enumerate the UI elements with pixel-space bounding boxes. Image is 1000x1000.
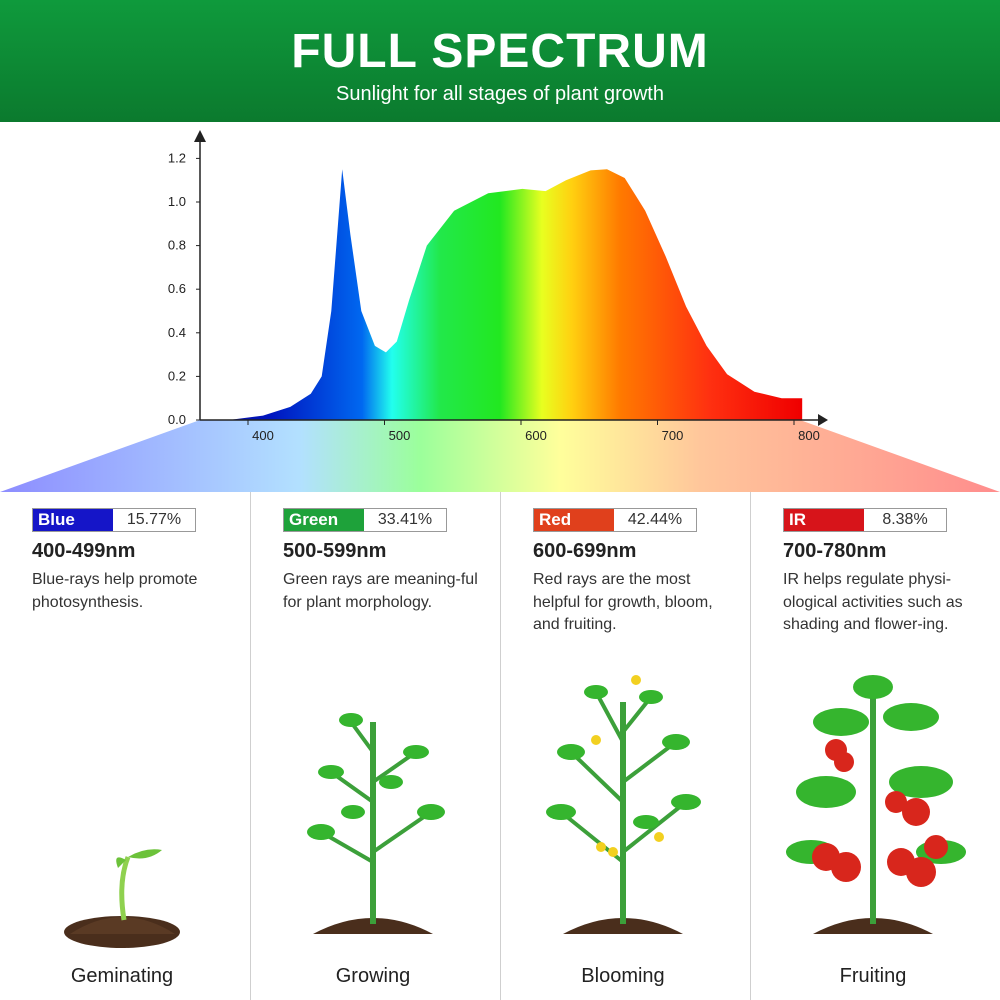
band-percent: 15.77%	[126, 511, 182, 528]
band-column-red: Red 42.44% 600-699nm Red rays are the mos…	[500, 492, 750, 1000]
x-tick-label: 400	[252, 428, 274, 443]
band-description: IR helps regulate physi-ological activit…	[783, 571, 963, 633]
header-banner: FULL SPECTRUM Sunlight for all stages of…	[0, 0, 1000, 122]
plant-fruiting-illustration	[786, 675, 966, 934]
band-column-blue: Blue 15.77% 400-499nm Blue-rays help prom…	[0, 492, 250, 1000]
x-tick-label: 500	[389, 428, 411, 443]
growth-stage-label: Growing	[335, 965, 411, 987]
plant-geminating-illustration	[64, 849, 180, 948]
y-tick-label: 0.6	[168, 281, 186, 296]
band-column-ir: IR 8.38% 700-780nm IR helps regulate phys…	[750, 492, 1000, 1000]
growth-stage-label: Geminating	[70, 965, 174, 987]
band-percent: 8.38%	[882, 511, 928, 528]
y-tick-label: 0.4	[168, 325, 186, 340]
x-tick-label: 800	[798, 428, 820, 443]
y-tick-label: 0.8	[168, 238, 186, 253]
page-subtitle: Sunlight for all stages of plant growth	[336, 83, 664, 105]
y-tick-label: 1.0	[168, 194, 186, 209]
band-name: Blue	[33, 509, 113, 531]
band-badge: Red 42.44%	[533, 508, 697, 532]
spectrum-area	[228, 169, 803, 420]
band-description: Blue-rays help promote photosynthesis.	[32, 571, 198, 611]
y-axis-arrow-icon	[194, 130, 206, 142]
spectrum-chart: 400 500 600 700 800 0.0 0.2 0.4 0.6 0.8 1.0 1.2	[0, 130, 1000, 492]
spectrum-fan	[0, 420, 1000, 492]
band-name: IR	[784, 509, 864, 531]
y-tick-label: 0.0	[168, 412, 186, 427]
growth-stage-label: Fruiting	[839, 965, 907, 987]
band-name: Red	[534, 509, 614, 531]
band-badge: IR 8.38%	[783, 508, 947, 532]
page-title: FULL SPECTRUM	[291, 25, 709, 78]
x-axis-arrow-icon	[818, 414, 828, 426]
plant-growing-illustration	[307, 713, 445, 934]
band-description: Red rays are the most helpful for growth…	[533, 571, 713, 633]
band-range: 500-599nm	[283, 540, 387, 562]
band-percent: 33.41%	[377, 511, 433, 528]
band-percent: 42.44%	[627, 511, 683, 528]
y-tick-label: 0.2	[168, 368, 186, 383]
x-tick-label: 700	[662, 428, 684, 443]
band-name: Green	[284, 509, 364, 531]
x-tick-label: 600	[525, 428, 547, 443]
band-range: 700-780nm	[783, 540, 887, 562]
band-description: Green rays are meaning-ful for plant mor…	[283, 571, 478, 611]
y-tick-label: 1.2	[168, 150, 186, 165]
band-range: 400-499nm	[32, 540, 136, 562]
band-range: 600-699nm	[533, 540, 637, 562]
band-badge: Green 33.41%	[283, 508, 447, 532]
growth-stage-label: Blooming	[581, 965, 665, 987]
band-badge: Blue 15.77%	[32, 508, 196, 532]
plant-blooming-illustration	[546, 675, 701, 934]
band-column-green: Green 33.41% 500-599nm Green rays are mea…	[250, 492, 500, 1000]
